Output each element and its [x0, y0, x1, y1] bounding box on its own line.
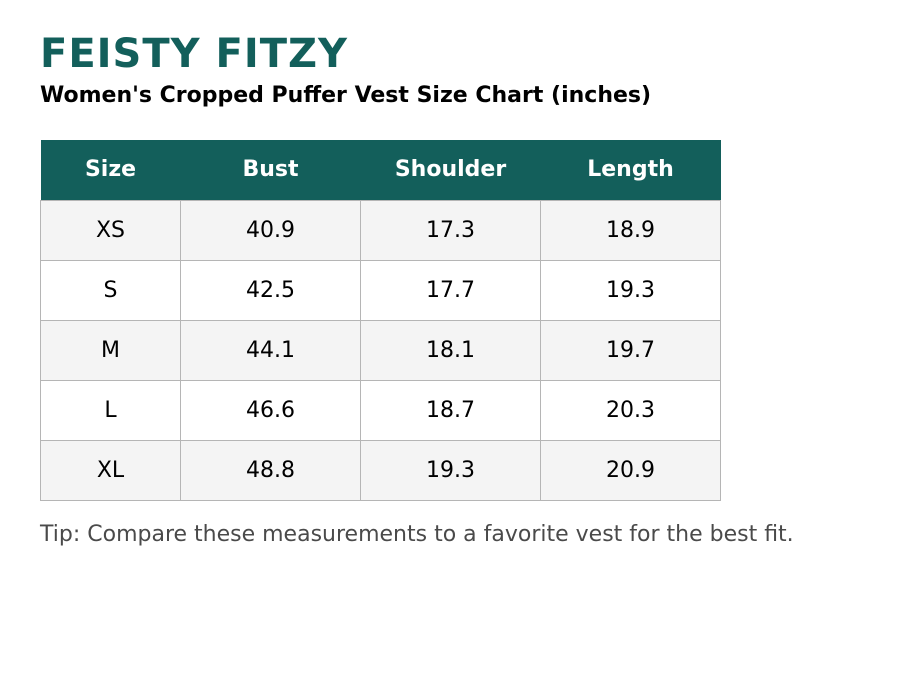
table-cell: 20.9	[540, 439, 721, 501]
table-row: S 42.5 17.7 19.3	[40, 259, 721, 321]
chart-title: Women's Cropped Puffer Vest Size Chart (…	[40, 83, 652, 108]
table-body: XS 40.9 17.3 18.9 S 42.5 17.7 19.3 M 44.1 18.1 19.7…	[40, 199, 721, 501]
column-header: Length	[540, 140, 721, 200]
table-cell: XL	[40, 439, 181, 501]
table-cell: 17.7	[360, 259, 541, 321]
table-cell: 18.7	[360, 379, 541, 441]
table-cell: 19.3	[360, 439, 541, 501]
column-header: Shoulder	[360, 140, 541, 200]
table-cell: 19.7	[540, 319, 721, 381]
table-cell: 48.8	[180, 439, 361, 501]
table-cell: 42.5	[180, 259, 361, 321]
table-cell: L	[40, 379, 181, 441]
table-row: M 44.1 18.1 19.7	[40, 319, 721, 381]
table-cell: S	[40, 259, 181, 321]
table-cell: 19.3	[540, 259, 721, 321]
header-row: Size Bust Shoulder Length	[40, 140, 721, 200]
table-cell: 20.3	[540, 379, 721, 441]
table-cell: 46.6	[180, 379, 361, 441]
table-cell: 18.9	[540, 199, 721, 261]
table-cell: M	[40, 319, 181, 381]
table-cell: 44.1	[180, 319, 361, 381]
table-row: XS 40.9 17.3 18.9	[40, 199, 721, 261]
table-cell: 40.9	[180, 199, 361, 261]
tip: Tip: Compare these measurements to a fav…	[40, 522, 794, 547]
column-header: Size	[40, 140, 181, 200]
brand: FEISTY FITZY	[40, 31, 348, 77]
size-table: Size Bust Shoulder Length XS 40.9 17.3 18.9 S 42…	[40, 140, 721, 501]
column-header: Bust	[180, 140, 361, 200]
table-cell: 17.3	[360, 199, 541, 261]
table-cell: 18.1	[360, 319, 541, 381]
table-row: XL 48.8 19.3 20.9	[40, 439, 721, 501]
table-row: L 46.6 18.7 20.3	[40, 379, 721, 441]
table-cell: XS	[40, 199, 181, 261]
